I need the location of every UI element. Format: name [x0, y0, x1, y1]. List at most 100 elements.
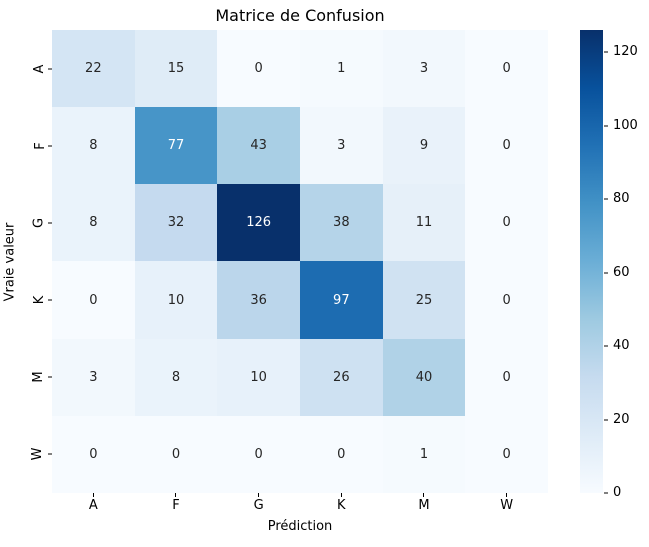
heatmap-cell-K-M: 25 — [382, 261, 466, 339]
x-tick-G: G — [217, 493, 300, 519]
cell-value: 3 — [89, 369, 98, 385]
colorbar-tick-label: 120 — [613, 44, 638, 60]
colorbar-tick-mark — [604, 51, 608, 53]
y-tick-F: F — [24, 107, 52, 184]
x-tick-label: K — [337, 498, 346, 513]
cell-value: 0 — [502, 446, 511, 462]
cell-value: 40 — [415, 369, 433, 385]
cell-value: 25 — [415, 292, 433, 308]
cell-value: 0 — [89, 446, 98, 462]
colorbar-tick-label: 20 — [613, 411, 630, 427]
y-axis-label: Vraie valeur — [2, 222, 18, 301]
colorbar-tick-mark — [604, 272, 608, 274]
cell-value: 3 — [337, 138, 346, 154]
heatmap-cell-W-A: 0 — [52, 415, 135, 493]
x-tick-label: G — [253, 498, 264, 513]
colorbar-tick-mark — [604, 492, 608, 494]
y-tick-label: M — [30, 371, 46, 383]
y-tick-label: K — [32, 295, 48, 305]
cell-value: 0 — [502, 292, 511, 308]
cell-value: 0 — [502, 138, 511, 154]
heatmap-cell-A-F: 15 — [134, 30, 218, 108]
colorbar-tick-label: 80 — [613, 191, 630, 207]
tick-mark — [423, 493, 425, 497]
x-tick-A: A — [52, 493, 135, 519]
heatmap-cell-M-M: 40 — [382, 338, 466, 416]
cell-value: 3 — [419, 61, 429, 77]
y-tick-labels: A F G K M W — [24, 30, 52, 493]
x-tick-F: F — [135, 493, 218, 519]
colorbar-tick-label: 0 — [613, 485, 622, 500]
heatmap-cell-W-F: 0 — [134, 415, 218, 493]
heatmap-cell-K-K: 97 — [299, 261, 383, 339]
heatmap-cell-W-G: 0 — [217, 415, 300, 493]
cell-value: 0 — [171, 446, 181, 462]
chart-title: Matrice de Confusion — [215, 6, 385, 25]
cell-value: 0 — [502, 369, 511, 385]
cell-value: 8 — [89, 215, 98, 231]
cell-value: 0 — [502, 61, 511, 77]
heatmap-grid: 22 15 0 1 3 0 8 77 43 3 9 0 8 32 126 38 11 0 0 10 36 97 25 0 3 8 1… — [52, 30, 548, 493]
cell-value: 32 — [167, 215, 185, 231]
y-tick-W: W — [24, 416, 52, 493]
colorbar-tick-label: 60 — [613, 264, 630, 280]
heatmap-cell-A-M: 3 — [382, 30, 466, 108]
heatmap-cell-M-A: 3 — [52, 338, 135, 416]
cell-value: 38 — [333, 215, 350, 231]
cell-value: 0 — [254, 446, 263, 462]
heatmap-cell-M-F: 8 — [134, 338, 218, 416]
colorbar-tick-mark — [604, 419, 608, 420]
tick-mark — [48, 68, 52, 70]
tick-mark — [340, 493, 342, 497]
heatmap-cell-A-W: 0 — [465, 30, 548, 108]
cell-value: 9 — [419, 138, 429, 154]
heatmap-cell-G-M: 11 — [382, 184, 466, 262]
cell-value: 126 — [246, 215, 272, 231]
heatmap-cell-G-G: 126 — [217, 184, 300, 262]
tick-mark — [48, 299, 52, 301]
x-tick-W: W — [465, 493, 548, 519]
cell-value: 26 — [333, 369, 350, 385]
heatmap-cell-K-W: 0 — [465, 261, 548, 339]
heatmap-cell-K-A: 0 — [52, 261, 135, 339]
x-tick-K: K — [300, 493, 383, 519]
heatmap-cell-G-W: 0 — [465, 184, 548, 262]
colorbar-gradient — [580, 30, 603, 493]
x-axis-label: Prédiction — [267, 519, 333, 534]
y-tick-label: F — [32, 141, 48, 150]
y-tick-label: W — [30, 447, 46, 461]
colorbar-tick-mark — [604, 345, 608, 347]
heatmap-cell-F-K: 3 — [299, 107, 383, 185]
heatmap-cell-F-F: 77 — [134, 107, 218, 185]
heatmap-cell-G-K: 38 — [299, 184, 383, 262]
heatmap-cell-G-F: 32 — [134, 184, 218, 262]
heatmap-cell-A-A: 22 — [52, 30, 135, 108]
colorbar-tick-label: 100 — [613, 117, 638, 133]
cell-value: 0 — [502, 215, 511, 231]
cell-value: 1 — [419, 446, 429, 462]
tick-mark — [48, 453, 52, 455]
heatmap-cell-W-W: 0 — [465, 415, 548, 493]
heatmap-cell-G-A: 8 — [52, 184, 135, 262]
tick-mark — [48, 145, 52, 147]
tick-mark — [258, 493, 260, 497]
y-tick-G: G — [24, 184, 52, 261]
heatmap-cell-F-W: 0 — [465, 107, 548, 185]
colorbar-tick-mark — [604, 198, 608, 200]
tick-mark — [48, 376, 52, 378]
colorbar-ticks: 0 20 40 60 80 100 120 — [603, 30, 649, 500]
cell-value: 0 — [89, 292, 98, 308]
x-tick-label: F — [172, 498, 180, 513]
y-tick-K: K — [24, 261, 52, 338]
heatmap-cell-M-W: 0 — [465, 338, 548, 416]
heatmap-cell-F-A: 8 — [52, 107, 135, 185]
cell-value: 11 — [415, 215, 433, 231]
heatmap-cell-W-K: 0 — [299, 415, 383, 493]
cell-value: 0 — [337, 446, 346, 462]
heatmap-cell-K-F: 10 — [134, 261, 218, 339]
tick-mark — [175, 493, 177, 497]
cell-value: 97 — [333, 292, 350, 308]
cell-value: 22 — [85, 61, 102, 77]
cell-value: 0 — [254, 61, 263, 77]
